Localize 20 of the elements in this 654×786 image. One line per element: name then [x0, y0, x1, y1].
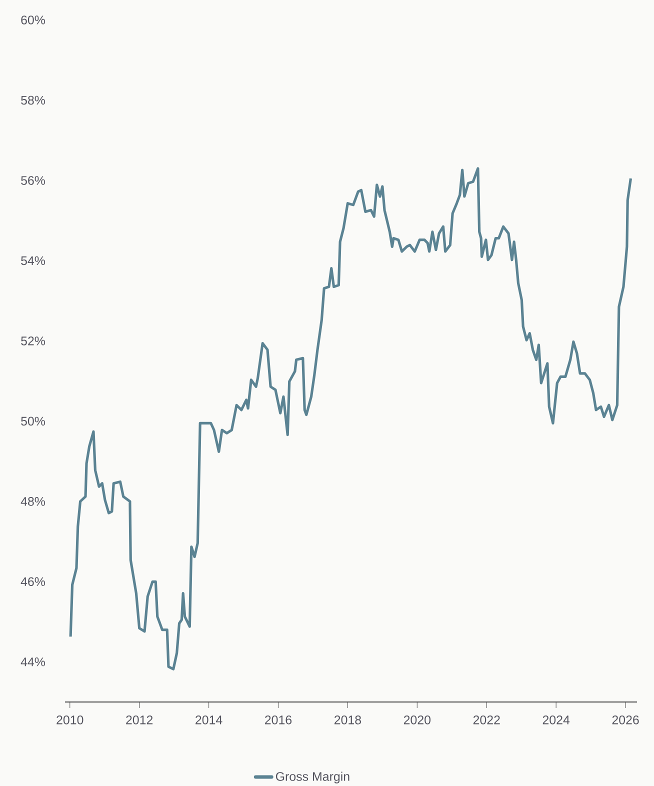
- x-tick-label: 2022: [473, 716, 500, 724]
- y-tick-label: 58%: [21, 96, 46, 105]
- y-tick-label: 60%: [21, 16, 46, 24]
- line-series: [69, 167, 632, 670]
- x-tick-label: 2026: [612, 716, 639, 724]
- x-tick-label: 2012: [126, 716, 153, 724]
- x-tick-label: 2014: [196, 716, 222, 724]
- x-tick-label: 2018: [334, 716, 362, 724]
- y-tick-label: 56%: [21, 176, 46, 185]
- y-tick-label: 48%: [20, 497, 46, 506]
- x-tick-label: 2020: [404, 716, 431, 724]
- x-tick-label: 2016: [265, 716, 292, 724]
- y-tick-label: 52%: [21, 336, 46, 346]
- y-tick-label: 50%: [21, 416, 46, 426]
- y-tick-label: 46%: [20, 577, 46, 586]
- legend-label: Gross Margin: [276, 772, 350, 784]
- x-tick-label: 2010: [56, 716, 84, 724]
- x-tick-label: 2024: [542, 716, 570, 724]
- y-tick-label: 44%: [20, 658, 46, 666]
- y-tick-label: 54%: [21, 256, 46, 266]
